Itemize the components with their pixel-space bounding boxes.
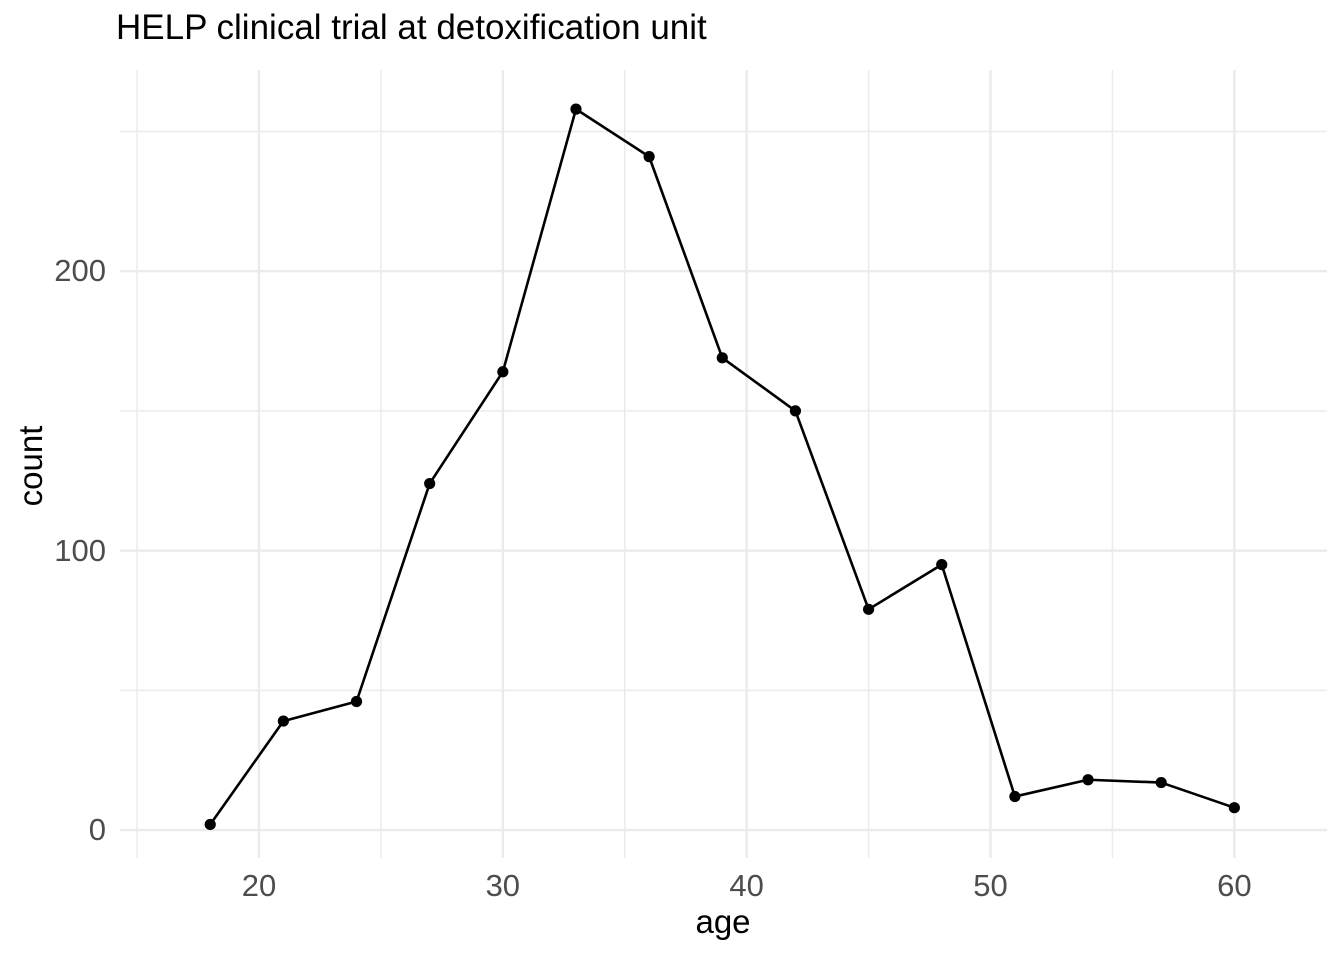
x-tick-label: 60 bbox=[1217, 868, 1252, 903]
data-point bbox=[570, 103, 582, 115]
x-tick-label: 30 bbox=[485, 868, 521, 903]
data-point bbox=[497, 366, 509, 378]
data-point bbox=[789, 405, 802, 417]
data-point bbox=[204, 818, 216, 831]
x-tick-label: 50 bbox=[973, 868, 1008, 903]
y-tick-label: 0 bbox=[88, 812, 106, 848]
data-point bbox=[1082, 774, 1094, 786]
data-point bbox=[716, 352, 728, 364]
data-point bbox=[277, 715, 289, 727]
chart-title: HELP clinical trial at detoxification un… bbox=[116, 8, 707, 47]
data-line bbox=[209, 107, 1235, 826]
x-tick-label: 40 bbox=[729, 868, 764, 903]
data-point bbox=[350, 695, 363, 708]
data-point bbox=[424, 477, 436, 490]
data-point bbox=[862, 603, 875, 615]
data-point bbox=[936, 558, 948, 571]
x-tick-label: 20 bbox=[241, 868, 277, 903]
x-axis-title: age bbox=[695, 903, 751, 940]
data-point bbox=[1009, 790, 1021, 803]
y-axis-title: count bbox=[12, 425, 49, 507]
data-point bbox=[643, 151, 655, 163]
y-tick-label: 100 bbox=[54, 532, 106, 568]
data-point bbox=[1228, 802, 1240, 814]
data-point bbox=[1155, 776, 1167, 789]
y-tick-label: 200 bbox=[54, 253, 106, 289]
